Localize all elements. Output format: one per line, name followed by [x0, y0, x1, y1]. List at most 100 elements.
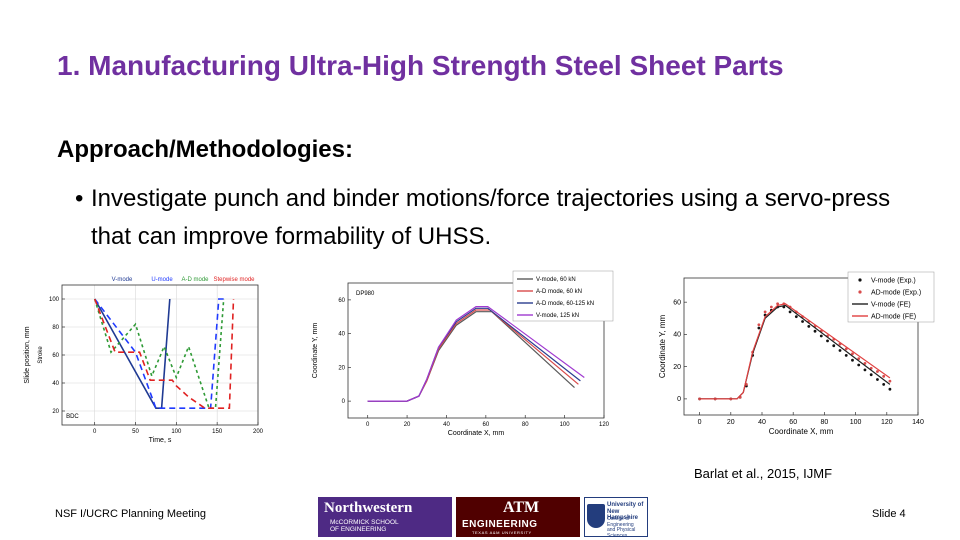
unh-shield-icon	[587, 504, 605, 528]
y-tick-label: 60	[338, 298, 345, 304]
y-tick-label: 40	[673, 332, 681, 339]
unh-line3: College of Engineering	[607, 516, 634, 528]
data-point	[844, 347, 848, 351]
y-axis-label: Slide position, mm	[24, 326, 31, 383]
series-line	[93, 298, 235, 409]
y-tick-label: 40	[52, 381, 59, 387]
figure-exp-fe-comparison: 0 20 40 60 80 100 120 140 0 20 40 60 Coordinate X, m…	[656, 270, 938, 446]
data-point	[807, 324, 811, 328]
chart-title: DP980	[356, 291, 375, 297]
data-point	[876, 378, 879, 381]
x-tick-label: 20	[727, 419, 735, 426]
series-line	[94, 298, 171, 409]
tamu-university: TEXAS A&M UNIVERSITY	[472, 530, 532, 535]
data-point	[882, 374, 886, 378]
data-point	[826, 339, 829, 343]
unh-line1: University of	[607, 502, 644, 508]
data-point	[757, 323, 761, 327]
data-point	[844, 353, 848, 357]
citation: Barlat et al., 2015, IJMF	[694, 466, 833, 481]
chart-dp980-profile: 0 20 40 60 80 100 120 0 20 40 60 Coordinate X, mm Co…	[312, 270, 614, 437]
data-point	[838, 349, 842, 352]
unh-line4: and Physical Sciences	[607, 527, 636, 537]
x-tick-label: 80	[522, 422, 529, 428]
unh-logo: University of New Hampshire College of E…	[584, 497, 648, 537]
bdc-annotation: BDC	[66, 414, 79, 420]
plot-frame	[683, 277, 919, 416]
data-point	[832, 344, 836, 348]
data-point	[813, 329, 817, 333]
northwestern-school: McCORMICK SCHOOL OF ENGINEERING	[330, 519, 399, 533]
data-point	[863, 368, 867, 372]
y-tick-label: 40	[338, 332, 345, 338]
section-heading: Approach/Methodologies:	[57, 136, 353, 163]
y-axis-label-secondary: Stroke	[38, 346, 44, 364]
data-point	[851, 352, 854, 356]
y-axis-label: Coordinate Y, mm	[658, 315, 667, 379]
y-tick-label: 20	[338, 365, 345, 371]
slide-number: Slide 4	[872, 508, 906, 520]
data-point	[819, 334, 823, 338]
x-tick-label: 100	[171, 429, 182, 435]
data-point	[869, 373, 873, 377]
x-tick-label: 0	[93, 429, 97, 435]
data-point	[863, 362, 867, 365]
data-point	[769, 305, 773, 309]
y-tick-label: 20	[52, 409, 59, 415]
bullet-marker: •	[75, 185, 84, 212]
northwestern-line3: OF ENGINEERING	[330, 526, 387, 533]
y-tick-label: 20	[673, 364, 681, 371]
legend-label: A-D mode, 60 kN	[536, 289, 582, 295]
data-point	[869, 366, 873, 370]
series-label: Stepwise mode	[213, 277, 255, 283]
series-line	[367, 309, 579, 402]
northwestern-line2: McCORMICK SCHOOL	[330, 519, 399, 526]
x-tick-label: 60	[483, 422, 490, 428]
data-point	[776, 302, 779, 306]
tamu-engineering: ENGINEERING	[462, 519, 538, 530]
footer-event: NSF I/UCRC Planning Meeting	[55, 508, 207, 520]
data-point	[851, 358, 854, 362]
bullet-text: Investigate punch and binder motions/for…	[91, 185, 891, 250]
x-tick-label: 0	[366, 422, 370, 428]
data-point	[794, 315, 798, 319]
tamu-mark: ATM	[503, 499, 540, 516]
x-axis-label: Coordinate X, mm	[448, 430, 505, 437]
series-line	[93, 298, 225, 409]
legend-box	[847, 271, 935, 323]
x-tick-label: 200	[253, 429, 264, 435]
y-tick-label: 60	[52, 353, 59, 359]
legend-label: A-D mode, 60-125 kN	[536, 301, 594, 307]
y-tick-label: 0	[342, 399, 346, 405]
x-tick-label: 20	[404, 422, 411, 428]
data-point	[788, 310, 792, 314]
x-tick-label: 40	[758, 419, 766, 426]
x-tick-label: 120	[881, 419, 893, 426]
y-tick-label: 80	[52, 325, 59, 331]
legend-label: AD-mode (Exp.)	[871, 289, 921, 296]
x-tick-label: 40	[443, 422, 450, 428]
y-tick-label: 60	[673, 300, 681, 307]
legend-swatch	[858, 290, 862, 294]
figure-dp980-profile: 0 20 40 60 80 100 120 0 20 40 60 Coordinate X, mm Co…	[308, 268, 616, 448]
data-point	[801, 320, 804, 323]
legend-label: V-mode, 125 kN	[536, 313, 579, 319]
legend-swatch	[858, 278, 862, 282]
series-label: V-mode	[112, 277, 133, 283]
data-point	[888, 379, 892, 383]
y-tick-label: 100	[49, 297, 60, 303]
legend-label: V-mode (FE)	[871, 301, 911, 308]
plot-frame	[347, 282, 605, 419]
x-tick-label: 100	[850, 419, 862, 426]
northwestern-logo: Northwestern McCORMICK SCHOOL OF ENGINEE…	[318, 497, 452, 537]
x-tick-label: 150	[212, 429, 223, 435]
series-label: A-D mode	[181, 277, 209, 283]
data-point	[698, 397, 701, 401]
unh-college: College of Engineering and Physical Scie…	[607, 516, 647, 537]
legend-label: V-mode (Exp.)	[871, 277, 916, 284]
data-point	[857, 357, 861, 360]
x-axis-label: Coordinate X, mm	[769, 427, 834, 436]
data-point	[876, 370, 879, 373]
y-tick-label: 0	[677, 396, 681, 403]
unh-line2: New Hampshire	[607, 508, 639, 522]
